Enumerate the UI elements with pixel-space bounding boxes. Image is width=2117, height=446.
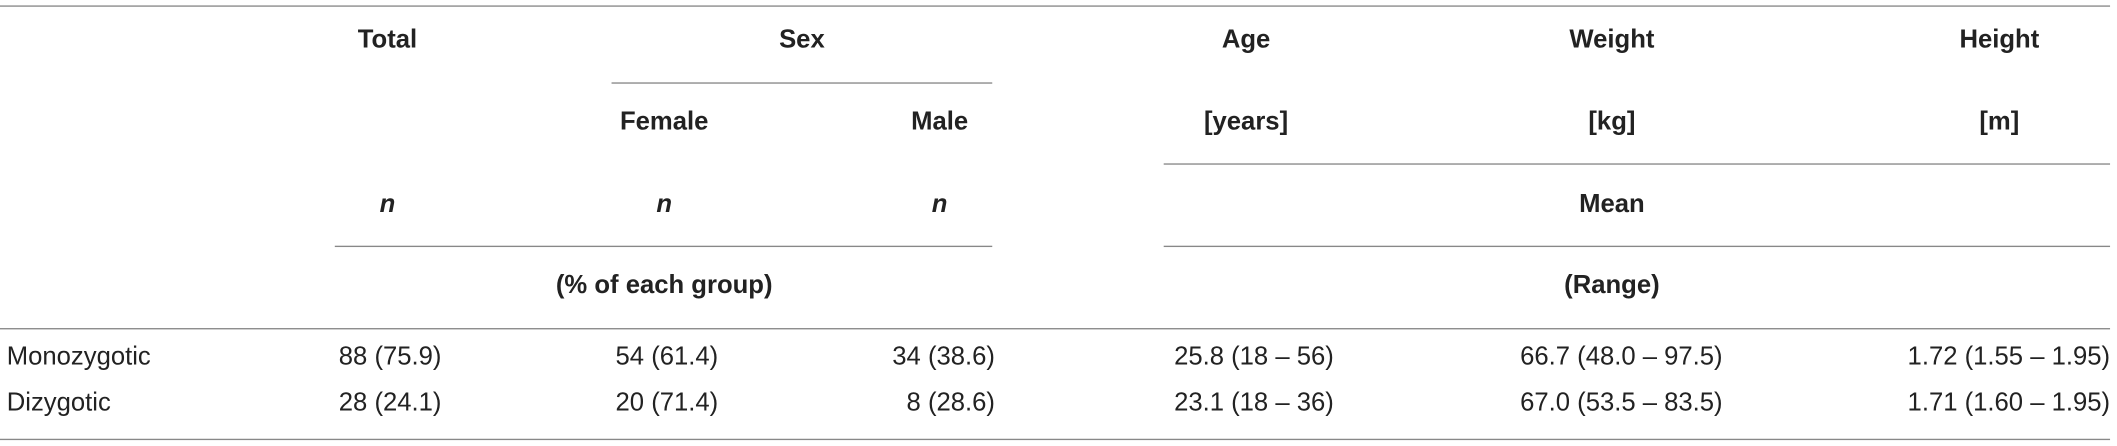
cell: 54 (61.4) [615, 342, 719, 372]
header-cell: [kg] [1588, 108, 1636, 137]
cell: 1.72 (1.55 – 1.95) [1907, 342, 2111, 372]
rule [0, 5, 2111, 7]
header-cell: Weight [1569, 25, 1655, 54]
cell: 67.0 (53.5 – 83.5) [1520, 388, 1723, 418]
header-cell: [years] [1203, 108, 1289, 137]
cell: 20 (71.4) [615, 388, 719, 418]
header-cell: Mean [1579, 190, 1645, 219]
rule [611, 82, 993, 84]
rule [0, 328, 2111, 330]
header-cell: [m] [1979, 108, 2020, 137]
rule [1163, 163, 2111, 165]
header-cell: Male [911, 108, 969, 137]
cell: 66.7 (48.0 – 97.5) [1520, 342, 1723, 372]
cell: 23.1 (18 – 36) [1174, 388, 1334, 418]
header-cell: Age [1221, 25, 1271, 54]
row-label: Dizygotic [6, 388, 111, 418]
header-cell: (% of each group) [555, 271, 773, 300]
rule [1163, 245, 2111, 248]
header-cell: n [656, 190, 673, 219]
rule [334, 245, 993, 248]
cell: 88 (75.9) [338, 342, 442, 372]
header-cell: Height [1959, 25, 2040, 54]
cell: 8 (28.6) [906, 388, 995, 418]
header-cell: Sex [779, 25, 825, 54]
header-cell: n [931, 190, 948, 219]
cell: 25.8 (18 – 56) [1174, 342, 1334, 372]
cell: 34 (38.6) [892, 342, 995, 372]
header-cell: Total [357, 25, 418, 54]
rule [0, 438, 2111, 441]
header-cell: n [379, 190, 396, 219]
cell: 28 (24.1) [338, 388, 442, 418]
header-cell: Female [619, 108, 709, 137]
cell: 1.71 (1.60 – 1.95) [1907, 388, 2111, 418]
row-label: Monozygotic [6, 342, 151, 372]
header-cell: (Range) [1564, 271, 1660, 300]
